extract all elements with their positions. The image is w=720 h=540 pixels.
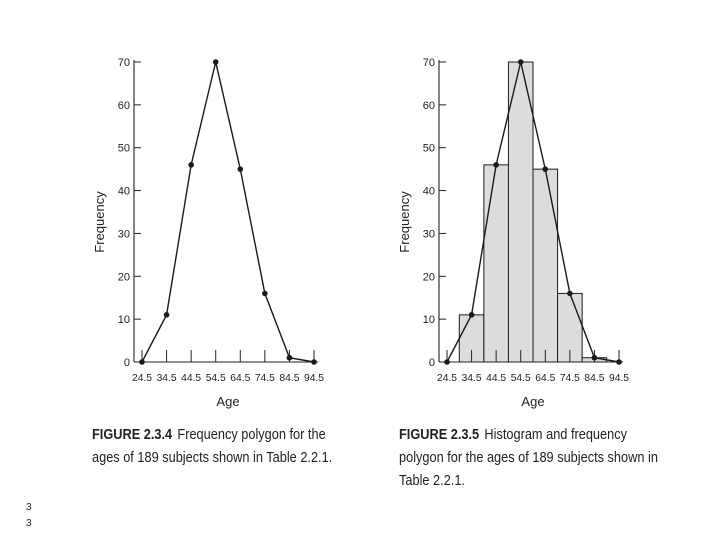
y-tick-label: 70 bbox=[423, 57, 435, 69]
data-point bbox=[468, 312, 475, 318]
figure-caption-text: Histogram and frequency polygon for the … bbox=[399, 427, 658, 489]
figure-caption-left: FIGURE 2.3.4 Frequency polygon for the ag… bbox=[92, 424, 356, 470]
y-tick-label: 20 bbox=[118, 271, 130, 283]
x-axis-title: Age bbox=[521, 394, 544, 409]
data-point bbox=[262, 290, 268, 297]
data-point bbox=[139, 359, 145, 365]
histogram-bar bbox=[483, 164, 509, 363]
x-tick-label: 44.5 bbox=[486, 372, 506, 384]
y-tick-label: 40 bbox=[118, 186, 130, 198]
x-tick-label: 24.5 bbox=[132, 372, 152, 384]
figure-caption-text: Frequency polygon for the ages of 189 su… bbox=[92, 427, 333, 466]
histogram-bars bbox=[458, 61, 608, 363]
data-point bbox=[237, 166, 244, 172]
x-tick-label: 84.5 bbox=[584, 372, 604, 384]
y-tick-label: 0 bbox=[124, 357, 130, 369]
histogram-bar bbox=[532, 168, 559, 363]
x-tick-label: 44.5 bbox=[181, 372, 201, 384]
y-tick-label: 50 bbox=[118, 143, 130, 155]
x-tick-label: 94.5 bbox=[304, 372, 324, 384]
x-tick-label: 94.5 bbox=[609, 372, 629, 384]
x-tick-label: 64.5 bbox=[230, 372, 250, 384]
frequency-polygon-line bbox=[141, 61, 315, 363]
x-tick-label: 24.5 bbox=[437, 372, 457, 384]
x-tick-label: 34.5 bbox=[157, 372, 177, 384]
y-axis-title: Frequency bbox=[397, 191, 412, 253]
y-tick-label: 40 bbox=[423, 186, 435, 198]
frequency-polygon-chart: 0 10 20 30 40 50 60 70 24.5 34.5 44.5 54.5 64.5 74.5 8… bbox=[88, 40, 368, 420]
data-point bbox=[493, 162, 499, 168]
histogram-polygon-svg: 0 10 20 30 40 50 60 70 24.5 34.5 44.5 54.5 64.5 74.5 8… bbox=[397, 57, 629, 409]
data-point bbox=[591, 354, 598, 361]
y-tick-label: 0 bbox=[429, 357, 435, 369]
x-tick-label: 84.5 bbox=[279, 372, 299, 384]
y-tick-label: 10 bbox=[423, 314, 435, 326]
data-point bbox=[188, 162, 194, 168]
frequency-polygon-svg: 0 10 20 30 40 50 60 70 24.5 34.5 44.5 54.5 64.5 74.5 8… bbox=[92, 57, 324, 409]
page-number: 3 bbox=[26, 502, 32, 513]
data-point bbox=[616, 359, 622, 365]
y-tick-label: 30 bbox=[423, 228, 435, 240]
x-tick-label: 64.5 bbox=[535, 372, 555, 384]
x-tick-label: 54.5 bbox=[206, 372, 226, 384]
data-point bbox=[444, 359, 450, 365]
data-point bbox=[286, 354, 293, 361]
data-point bbox=[212, 59, 219, 65]
x-tick-label: 74.5 bbox=[560, 372, 580, 384]
figure-label: FIGURE 2.3.5 bbox=[399, 427, 480, 443]
page-number: 3 bbox=[26, 518, 32, 529]
y-tick-label: 50 bbox=[423, 143, 435, 155]
frequency-polygon-line bbox=[446, 61, 620, 363]
data-point bbox=[567, 290, 573, 297]
data-point bbox=[517, 59, 524, 65]
x-tick-label: 54.5 bbox=[511, 372, 531, 384]
data-point bbox=[311, 359, 317, 365]
y-tick-label: 20 bbox=[423, 271, 435, 283]
data-point bbox=[163, 312, 170, 318]
histogram-bar bbox=[507, 61, 534, 363]
data-point bbox=[542, 166, 549, 172]
y-tick-label: 60 bbox=[118, 100, 130, 112]
x-tick-label: 34.5 bbox=[462, 372, 482, 384]
histogram-polygon-chart: 0 10 20 30 40 50 60 70 24.5 34.5 44.5 54.5 64.5 74.5 8… bbox=[393, 40, 673, 420]
y-tick-label: 70 bbox=[118, 57, 130, 69]
y-tick-label: 60 bbox=[423, 100, 435, 112]
y-tick-label: 10 bbox=[118, 314, 130, 326]
x-axis-title: Age bbox=[216, 394, 239, 409]
y-axis-title: Frequency bbox=[92, 191, 107, 253]
x-tick-label: 74.5 bbox=[255, 372, 275, 384]
figure-caption-right: FIGURE 2.3.5 Histogram and frequency poly… bbox=[399, 424, 663, 493]
y-tick-label: 30 bbox=[118, 228, 130, 240]
figure-label: FIGURE 2.3.4 bbox=[92, 427, 173, 443]
